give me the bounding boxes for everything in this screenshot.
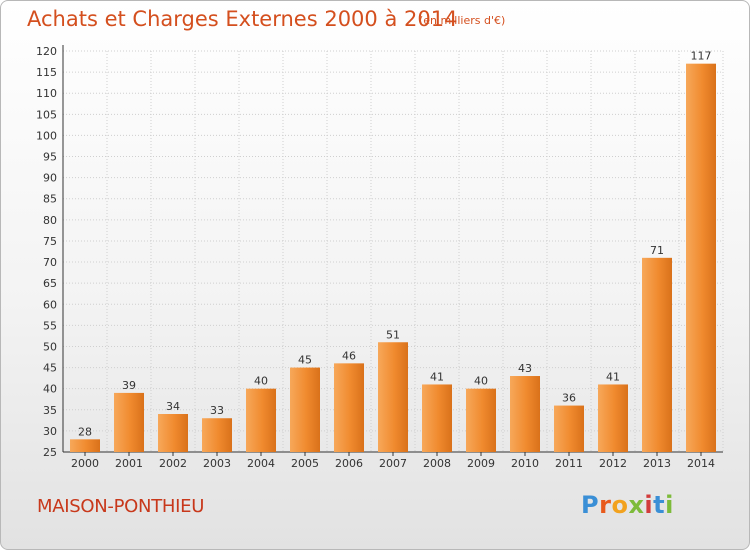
x-tick-label: 2013 [643, 457, 671, 470]
y-tick-label: 35 [43, 404, 57, 417]
data-label: 71 [650, 244, 664, 257]
x-tick-label: 2005 [291, 457, 319, 470]
location-label: MAISON-PONTHIEU [37, 496, 205, 517]
bar [642, 257, 672, 452]
y-tick-label: 105 [36, 108, 57, 121]
y-tick-label: 60 [43, 298, 57, 311]
data-label: 45 [298, 354, 312, 367]
y-tick-label: 110 [36, 87, 57, 100]
data-label: 39 [122, 379, 136, 392]
y-tick-label: 95 [43, 151, 57, 164]
data-label: 41 [430, 370, 444, 383]
y-tick-label: 50 [43, 340, 57, 353]
data-label: 40 [474, 375, 488, 388]
x-tick-label: 2010 [511, 457, 539, 470]
data-label: 40 [254, 375, 268, 388]
y-tick-label: 40 [43, 383, 57, 396]
bar [378, 342, 408, 452]
y-tick-label: 115 [36, 66, 57, 79]
y-tick-label: 65 [43, 277, 57, 290]
data-label: 34 [166, 400, 180, 413]
bar [114, 392, 144, 452]
bar [290, 367, 320, 452]
x-tick-label: 2006 [335, 457, 363, 470]
bar [246, 388, 276, 452]
data-label: 117 [691, 50, 712, 63]
bar [554, 405, 584, 452]
x-tick-label: 2007 [379, 457, 407, 470]
chart-title: Achats et Charges Externes 2000 à 2014 [27, 7, 458, 31]
bar [70, 439, 100, 452]
y-tick-label: 80 [43, 214, 57, 227]
data-label: 43 [518, 362, 532, 375]
x-tick-label: 2002 [159, 457, 187, 470]
x-tick-label: 2011 [555, 457, 583, 470]
data-label: 33 [210, 404, 224, 417]
x-tick-label: 2008 [423, 457, 451, 470]
bar [466, 388, 496, 452]
x-tick-label: 2004 [247, 457, 275, 470]
y-tick-label: 70 [43, 256, 57, 269]
chart-subtitle: (en milliers d'€) [419, 14, 506, 27]
y-tick-label: 45 [43, 362, 57, 375]
x-tick-label: 2012 [599, 457, 627, 470]
y-tick-label: 75 [43, 235, 57, 248]
y-tick-label: 120 [36, 45, 57, 58]
bar [598, 384, 628, 452]
data-label: 41 [606, 370, 620, 383]
x-tick-label: 2001 [115, 457, 143, 470]
proxiti-logo: Proxiti [581, 491, 674, 519]
y-tick-label: 100 [36, 129, 57, 142]
y-tick-label: 25 [43, 446, 57, 459]
y-tick-label: 90 [43, 172, 57, 185]
data-label: 46 [342, 349, 356, 362]
x-tick-label: 2014 [687, 457, 715, 470]
bar [686, 63, 716, 453]
data-label: 28 [78, 425, 92, 438]
y-tick-label: 55 [43, 319, 57, 332]
data-label: 36 [562, 392, 576, 405]
x-tick-label: 2009 [467, 457, 495, 470]
bar [158, 414, 188, 452]
bar [202, 418, 232, 452]
x-tick-label: 2003 [203, 457, 231, 470]
y-tick-label: 85 [43, 193, 57, 206]
x-tick-label: 2000 [71, 457, 99, 470]
bar [334, 363, 364, 452]
bar [422, 384, 452, 452]
bar [510, 376, 540, 452]
y-tick-label: 30 [43, 425, 57, 438]
data-label: 51 [386, 328, 400, 341]
